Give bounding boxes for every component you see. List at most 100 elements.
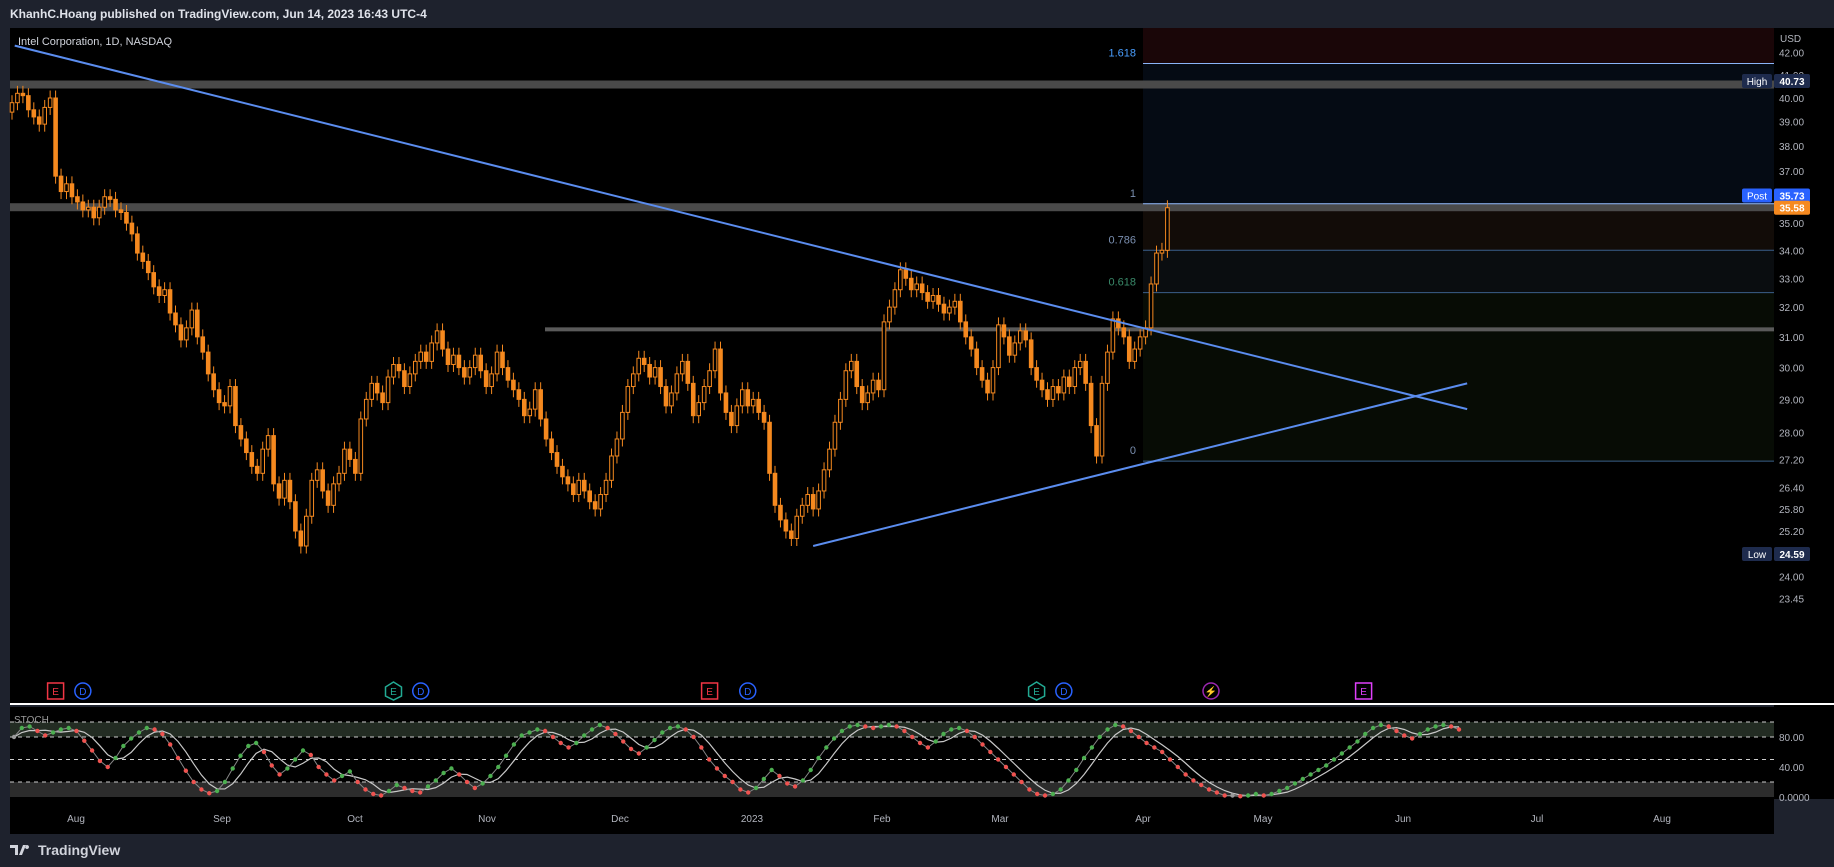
candle-body[interactable] [423, 351, 429, 362]
candle-body[interactable] [1165, 207, 1170, 251]
candle-body[interactable] [756, 398, 761, 413]
candle-body[interactable] [31, 109, 37, 118]
price-axis[interactable] [1774, 28, 1834, 799]
candle-body[interactable] [598, 494, 603, 510]
candle-body[interactable] [483, 370, 489, 388]
candle-body[interactable] [669, 392, 674, 407]
candle-body[interactable] [385, 376, 391, 404]
candle-body[interactable] [636, 357, 642, 375]
candle-body[interactable] [963, 321, 969, 338]
candle-body[interactable] [641, 357, 647, 365]
candle-body[interactable] [434, 330, 440, 344]
candle-body[interactable] [663, 386, 669, 407]
candle-body[interactable] [701, 386, 707, 404]
candle-body[interactable] [947, 306, 952, 314]
candle-body[interactable] [859, 386, 865, 404]
candle-body[interactable] [1110, 318, 1116, 353]
candle-body[interactable] [1094, 425, 1099, 457]
candle-body[interactable] [102, 196, 107, 208]
candle-body[interactable] [402, 370, 407, 388]
candle-body[interactable] [680, 360, 685, 375]
candle-body[interactable] [854, 360, 860, 388]
candle-body[interactable] [69, 183, 75, 198]
candle-body[interactable] [712, 348, 718, 372]
candle-body[interactable] [107, 196, 113, 200]
candle-body[interactable] [1099, 382, 1105, 457]
candle-body[interactable] [620, 411, 625, 440]
candle-body[interactable] [20, 92, 26, 97]
candle-body[interactable] [418, 351, 424, 362]
candle-body[interactable] [429, 342, 434, 362]
candle-body[interactable] [870, 379, 876, 394]
candle-body[interactable] [456, 354, 462, 369]
candle-body[interactable] [1088, 382, 1094, 427]
candle-body[interactable] [238, 425, 244, 440]
candle-body[interactable] [304, 515, 309, 547]
candle-body[interactable] [609, 455, 614, 481]
candle-body[interactable] [1023, 330, 1029, 341]
candle-body[interactable] [778, 504, 783, 521]
candle-body[interactable] [26, 95, 31, 111]
candle-body[interactable] [767, 421, 772, 474]
candle-body[interactable] [494, 351, 500, 375]
candle-body[interactable] [75, 196, 80, 203]
candle-body[interactable] [391, 363, 396, 378]
candle-body[interactable] [140, 252, 146, 262]
candle-body[interactable] [1116, 318, 1121, 329]
candle-body[interactable] [576, 479, 582, 496]
candle-body[interactable] [729, 411, 734, 427]
candle-body[interactable] [1083, 360, 1088, 384]
candle-body[interactable] [205, 351, 211, 375]
candle-body[interactable] [58, 175, 64, 193]
candle-body[interactable] [42, 106, 48, 125]
candle-body[interactable] [538, 389, 543, 420]
candle-body[interactable] [832, 421, 838, 450]
candle-body[interactable] [314, 469, 320, 481]
candle-body[interactable] [849, 360, 854, 372]
candle-body[interactable] [1012, 342, 1018, 356]
candle-body[interactable] [1034, 367, 1039, 381]
candle-body[interactable] [527, 408, 533, 417]
candle-body[interactable] [200, 336, 206, 353]
candle-body[interactable] [511, 379, 516, 391]
candle-body[interactable] [990, 367, 996, 394]
candle-body[interactable] [86, 206, 91, 211]
event-marker-earnings-purple[interactable]: E [1354, 682, 1373, 700]
candle-body[interactable] [1056, 386, 1061, 394]
candle-body[interactable] [1077, 360, 1083, 369]
event-marker-dividend[interactable]: D [74, 682, 92, 700]
candle-body[interactable] [53, 97, 58, 177]
candle-body[interactable] [320, 469, 325, 492]
candle-body[interactable] [260, 448, 265, 474]
candle-body[interactable] [80, 201, 86, 211]
candle-body[interactable] [1121, 327, 1127, 338]
candle-body[interactable] [723, 392, 729, 413]
candle-body[interactable] [789, 530, 794, 539]
candle-body[interactable] [707, 370, 712, 388]
candle-body[interactable] [887, 306, 892, 323]
candle-body[interactable] [941, 303, 947, 314]
candle-body[interactable] [124, 211, 129, 224]
candle-body[interactable] [936, 294, 941, 305]
candle-body[interactable] [1028, 339, 1034, 369]
candle-body[interactable] [293, 501, 298, 532]
candle-body[interactable] [184, 327, 189, 341]
candle-body[interactable] [783, 519, 789, 532]
candle-body[interactable] [233, 386, 238, 427]
candle-body[interactable] [750, 398, 756, 407]
candle-body[interactable] [331, 483, 336, 506]
candle-body[interactable] [1067, 376, 1072, 388]
candle-body[interactable] [805, 494, 811, 506]
candle-body[interactable] [265, 435, 271, 450]
candle-body[interactable] [565, 476, 571, 485]
candle-body[interactable] [996, 324, 1001, 369]
candle-body[interactable] [1148, 283, 1154, 329]
candle-body[interactable] [625, 386, 631, 413]
candle-body[interactable] [47, 97, 53, 108]
candle-body[interactable] [903, 269, 909, 279]
candle-body[interactable] [9, 102, 15, 113]
candle-body[interactable] [15, 92, 20, 104]
candle-body[interactable] [96, 206, 102, 219]
candle-body[interactable] [336, 472, 342, 485]
candle-body[interactable] [36, 116, 42, 125]
